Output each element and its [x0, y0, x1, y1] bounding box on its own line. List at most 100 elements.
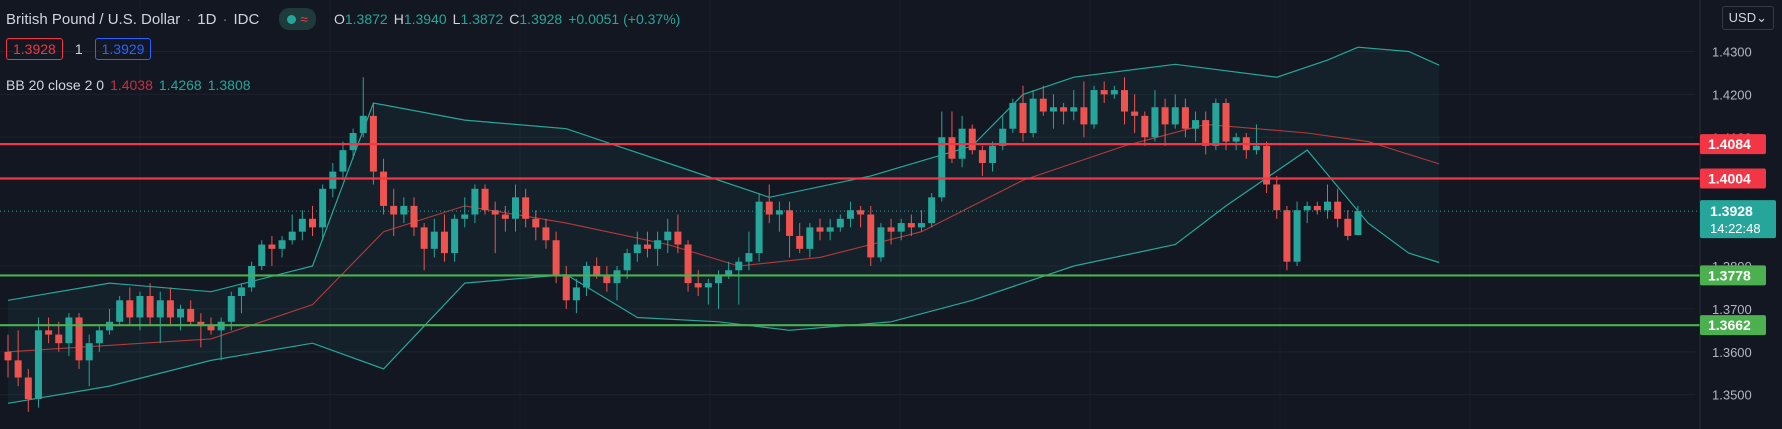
candle: [1080, 81, 1088, 138]
market-open-icon: [287, 14, 297, 24]
candle: [948, 111, 956, 164]
sell-button[interactable]: 1.3928: [6, 38, 63, 60]
candle-body: [1202, 120, 1210, 146]
candle-body: [867, 214, 875, 258]
candle: [116, 296, 124, 327]
candle: [390, 188, 398, 236]
candle-body: [704, 283, 712, 288]
candle: [430, 218, 438, 258]
indicator-legend[interactable]: BB 20 close 2 0 1.4038 1.4268 1.3808: [6, 77, 251, 93]
candle-body: [938, 137, 946, 198]
candle-body: [877, 227, 885, 258]
trade-panel: 1.3928 1 1.3929: [6, 38, 152, 60]
candle-body: [298, 218, 306, 232]
candle-body: [390, 205, 398, 215]
close-label: C: [509, 11, 520, 27]
price-label-resistance: 1.4004: [1708, 170, 1751, 186]
interval-label[interactable]: 1D: [197, 10, 217, 28]
candle-body: [1019, 102, 1027, 133]
candle-body: [177, 308, 185, 318]
candle-body: [187, 308, 195, 322]
candle-body: [1192, 120, 1200, 129]
currency-selector[interactable]: USD⌄: [1721, 6, 1774, 30]
candle-body: [1263, 145, 1271, 185]
candle-body: [1121, 90, 1128, 112]
price-axis-labels: 1.4084 1.4004 1.3778 1.3662 1.3928 14:22:48: [1700, 134, 1776, 336]
candle-body: [542, 227, 550, 241]
candle: [1090, 85, 1098, 129]
candle: [1222, 98, 1230, 151]
last-price-label: 1.3928: [1710, 203, 1753, 219]
candle: [968, 124, 976, 155]
market-status-pill[interactable]: ≈: [279, 8, 316, 30]
symbol-title[interactable]: British Pound / U.S. Dollar: [6, 10, 181, 28]
candle: [1151, 90, 1159, 142]
candle: [684, 240, 692, 292]
candle-body: [1100, 90, 1108, 95]
candle-body: [85, 343, 93, 361]
candle: [237, 283, 245, 314]
candle: [826, 218, 834, 241]
bollinger-upper-band: [7, 46, 1440, 301]
candle: [1354, 205, 1362, 236]
candle-body: [45, 330, 53, 335]
horizontal-levels[interactable]: [0, 143, 1700, 327]
candle-body: [1039, 98, 1047, 112]
candle: [1232, 132, 1240, 151]
candle: [309, 205, 316, 236]
candle: [1070, 90, 1078, 121]
candle: [1344, 210, 1352, 241]
candle-body: [826, 227, 834, 232]
candle: [258, 240, 266, 271]
candle: [978, 145, 986, 176]
candle-body: [1273, 184, 1281, 211]
candle-body: [380, 171, 388, 206]
exchange-label: IDC: [233, 10, 260, 28]
candle-body: [583, 265, 591, 288]
candle: [329, 163, 337, 198]
price-label-box: [1700, 315, 1766, 336]
candle-body: [1212, 102, 1220, 146]
candle-body: [1283, 210, 1291, 262]
price-label-box: [1700, 168, 1766, 189]
candle-body: [1029, 98, 1037, 133]
candle-body: [512, 197, 519, 219]
candle: [755, 193, 763, 262]
candle: [887, 218, 895, 245]
candle-body: [562, 274, 570, 301]
candle: [907, 214, 915, 236]
chevron-down-icon: ⌄: [1756, 10, 1767, 25]
candle-body: [491, 210, 499, 215]
candle: [735, 257, 743, 305]
quantity-value[interactable]: 1: [74, 41, 83, 57]
bb-basis-value: 1.4038: [110, 77, 153, 93]
last-price-box: [1700, 200, 1776, 239]
candle-body: [1049, 107, 1057, 112]
candle-body: [197, 321, 205, 327]
candle: [715, 270, 722, 309]
candle-body: [207, 326, 215, 331]
high-value: 1.3940: [403, 11, 447, 27]
candle-body: [278, 240, 286, 249]
candle: [1171, 94, 1179, 129]
buy-button[interactable]: 1.3929: [94, 38, 152, 60]
candle: [136, 291, 144, 331]
candle: [806, 223, 814, 258]
candle-body: [288, 231, 296, 241]
candle: [319, 184, 327, 241]
candle-body: [989, 145, 997, 164]
candle: [1049, 94, 1057, 129]
candle-body: [319, 188, 327, 228]
candle-body: [1324, 201, 1331, 211]
candle-body: [1232, 137, 1240, 142]
candle-body: [978, 150, 986, 164]
candle-body: [765, 201, 773, 215]
open-label: O: [333, 11, 345, 27]
candle: [674, 214, 682, 254]
candle-body: [806, 227, 814, 249]
price-label-support: 1.3778: [1708, 267, 1751, 283]
candle-body: [461, 214, 469, 219]
candle: [156, 291, 164, 344]
candle: [298, 210, 306, 241]
